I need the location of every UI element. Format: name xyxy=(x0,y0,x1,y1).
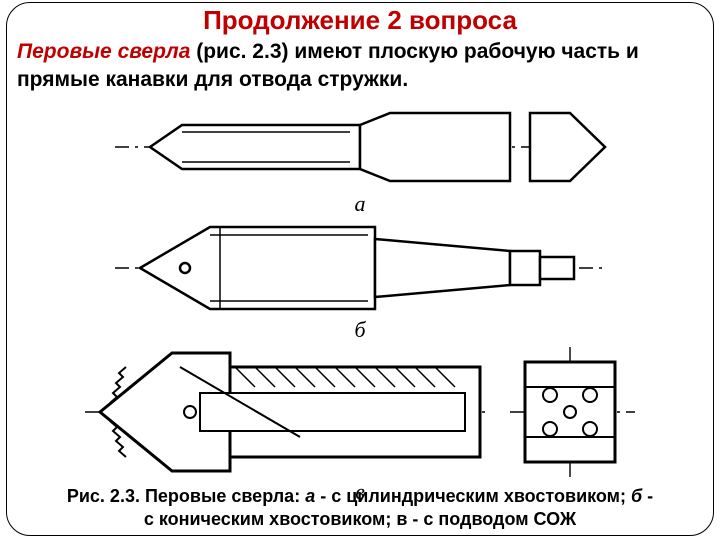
figure-area: а xyxy=(7,105,713,505)
figure-caption: Рис. 2.3. Перовые сверла: а - с цилиндри… xyxy=(7,481,713,535)
description: Перовые сверла (рис. 2.3) имеют плоскую … xyxy=(7,36,713,95)
drill-c-svg xyxy=(80,347,640,477)
slide-card: Продолжение 2 вопроса Перовые сверла (ри… xyxy=(6,2,714,536)
slide-title: Продолжение 2 вопроса xyxy=(7,5,713,36)
caption-rest-1: : а - с цилиндрическим хвостовиком; б - xyxy=(294,486,653,506)
term-spade-drills: Перовые сверла xyxy=(17,40,190,63)
figure-b-label: б xyxy=(354,317,365,343)
caption-lead: Рис. 2.3. Перовые сверла xyxy=(67,486,294,506)
drill-b-svg xyxy=(110,221,610,315)
caption-rest-2: с коническим хвостовиком; в - с подводом… xyxy=(144,509,576,529)
figure-a: а xyxy=(110,105,610,217)
figure-b: б xyxy=(110,221,610,343)
figure-a-label: а xyxy=(355,191,366,217)
drill-a-svg xyxy=(110,105,610,189)
